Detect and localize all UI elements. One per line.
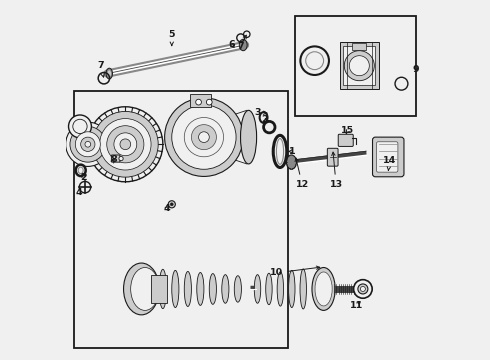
Text: 9: 9 [413,65,419,74]
Circle shape [99,118,151,170]
Bar [343,46,375,85]
Ellipse shape [241,111,257,164]
Circle shape [354,280,372,298]
Text: 10: 10 [270,266,320,277]
Ellipse shape [287,155,296,169]
Ellipse shape [300,269,306,309]
Text: 14: 14 [383,156,396,171]
Circle shape [358,284,368,294]
Text: 1: 1 [289,147,295,156]
Ellipse shape [312,267,335,310]
Circle shape [119,157,123,161]
Text: 7: 7 [237,35,246,50]
Circle shape [172,105,236,169]
FancyBboxPatch shape [327,148,338,166]
Ellipse shape [222,275,229,303]
FancyBboxPatch shape [111,155,120,162]
FancyBboxPatch shape [338,134,353,147]
Bar [190,94,211,107]
Circle shape [66,122,110,166]
Ellipse shape [197,273,204,305]
Text: 13: 13 [330,152,343,189]
Ellipse shape [123,263,159,315]
Ellipse shape [273,135,287,167]
Circle shape [79,181,91,193]
Ellipse shape [159,269,167,309]
Circle shape [70,126,106,162]
Circle shape [114,133,137,156]
Ellipse shape [260,112,268,123]
Bar [352,43,367,50]
FancyBboxPatch shape [372,137,404,177]
Circle shape [344,51,374,81]
Circle shape [349,56,369,76]
Text: 12: 12 [295,158,309,189]
Ellipse shape [234,276,242,302]
Ellipse shape [239,39,247,51]
Circle shape [120,139,131,150]
Circle shape [93,111,158,177]
Circle shape [300,46,329,75]
Circle shape [198,132,209,143]
Circle shape [196,99,201,105]
Text: 7: 7 [97,61,104,77]
Circle shape [360,287,366,292]
Text: 4: 4 [76,188,82,197]
Ellipse shape [184,271,192,306]
Ellipse shape [78,167,83,174]
Ellipse shape [315,272,332,306]
Text: 8: 8 [111,156,117,165]
Text: 3: 3 [255,108,267,117]
Circle shape [85,141,91,147]
Circle shape [69,115,92,138]
Ellipse shape [254,275,261,303]
Ellipse shape [266,273,272,305]
Ellipse shape [264,121,275,133]
Circle shape [165,98,243,176]
Ellipse shape [107,70,111,77]
Circle shape [88,107,163,182]
Text: 4: 4 [163,204,170,213]
Circle shape [107,126,144,163]
FancyBboxPatch shape [376,142,398,172]
Ellipse shape [106,68,113,79]
Ellipse shape [131,267,159,310]
Text: 15: 15 [342,126,354,135]
Text: 6: 6 [228,40,235,49]
Bar [74,91,288,348]
Circle shape [75,132,100,157]
Ellipse shape [277,272,284,306]
Bar [295,16,416,116]
Ellipse shape [209,274,217,304]
Circle shape [206,99,212,105]
Bar [340,42,379,89]
Circle shape [171,203,173,206]
Ellipse shape [172,270,179,307]
Ellipse shape [289,270,295,307]
Bar [151,275,168,303]
Text: 2: 2 [80,173,87,182]
Circle shape [73,119,87,134]
Circle shape [192,125,217,150]
Ellipse shape [276,139,284,164]
Text: 2: 2 [262,116,269,125]
Circle shape [184,117,223,157]
Circle shape [81,137,95,152]
Ellipse shape [75,165,86,176]
Text: 11: 11 [350,301,363,310]
Circle shape [168,201,175,208]
Circle shape [395,77,408,90]
Text: 5: 5 [169,31,175,45]
Circle shape [306,52,323,69]
